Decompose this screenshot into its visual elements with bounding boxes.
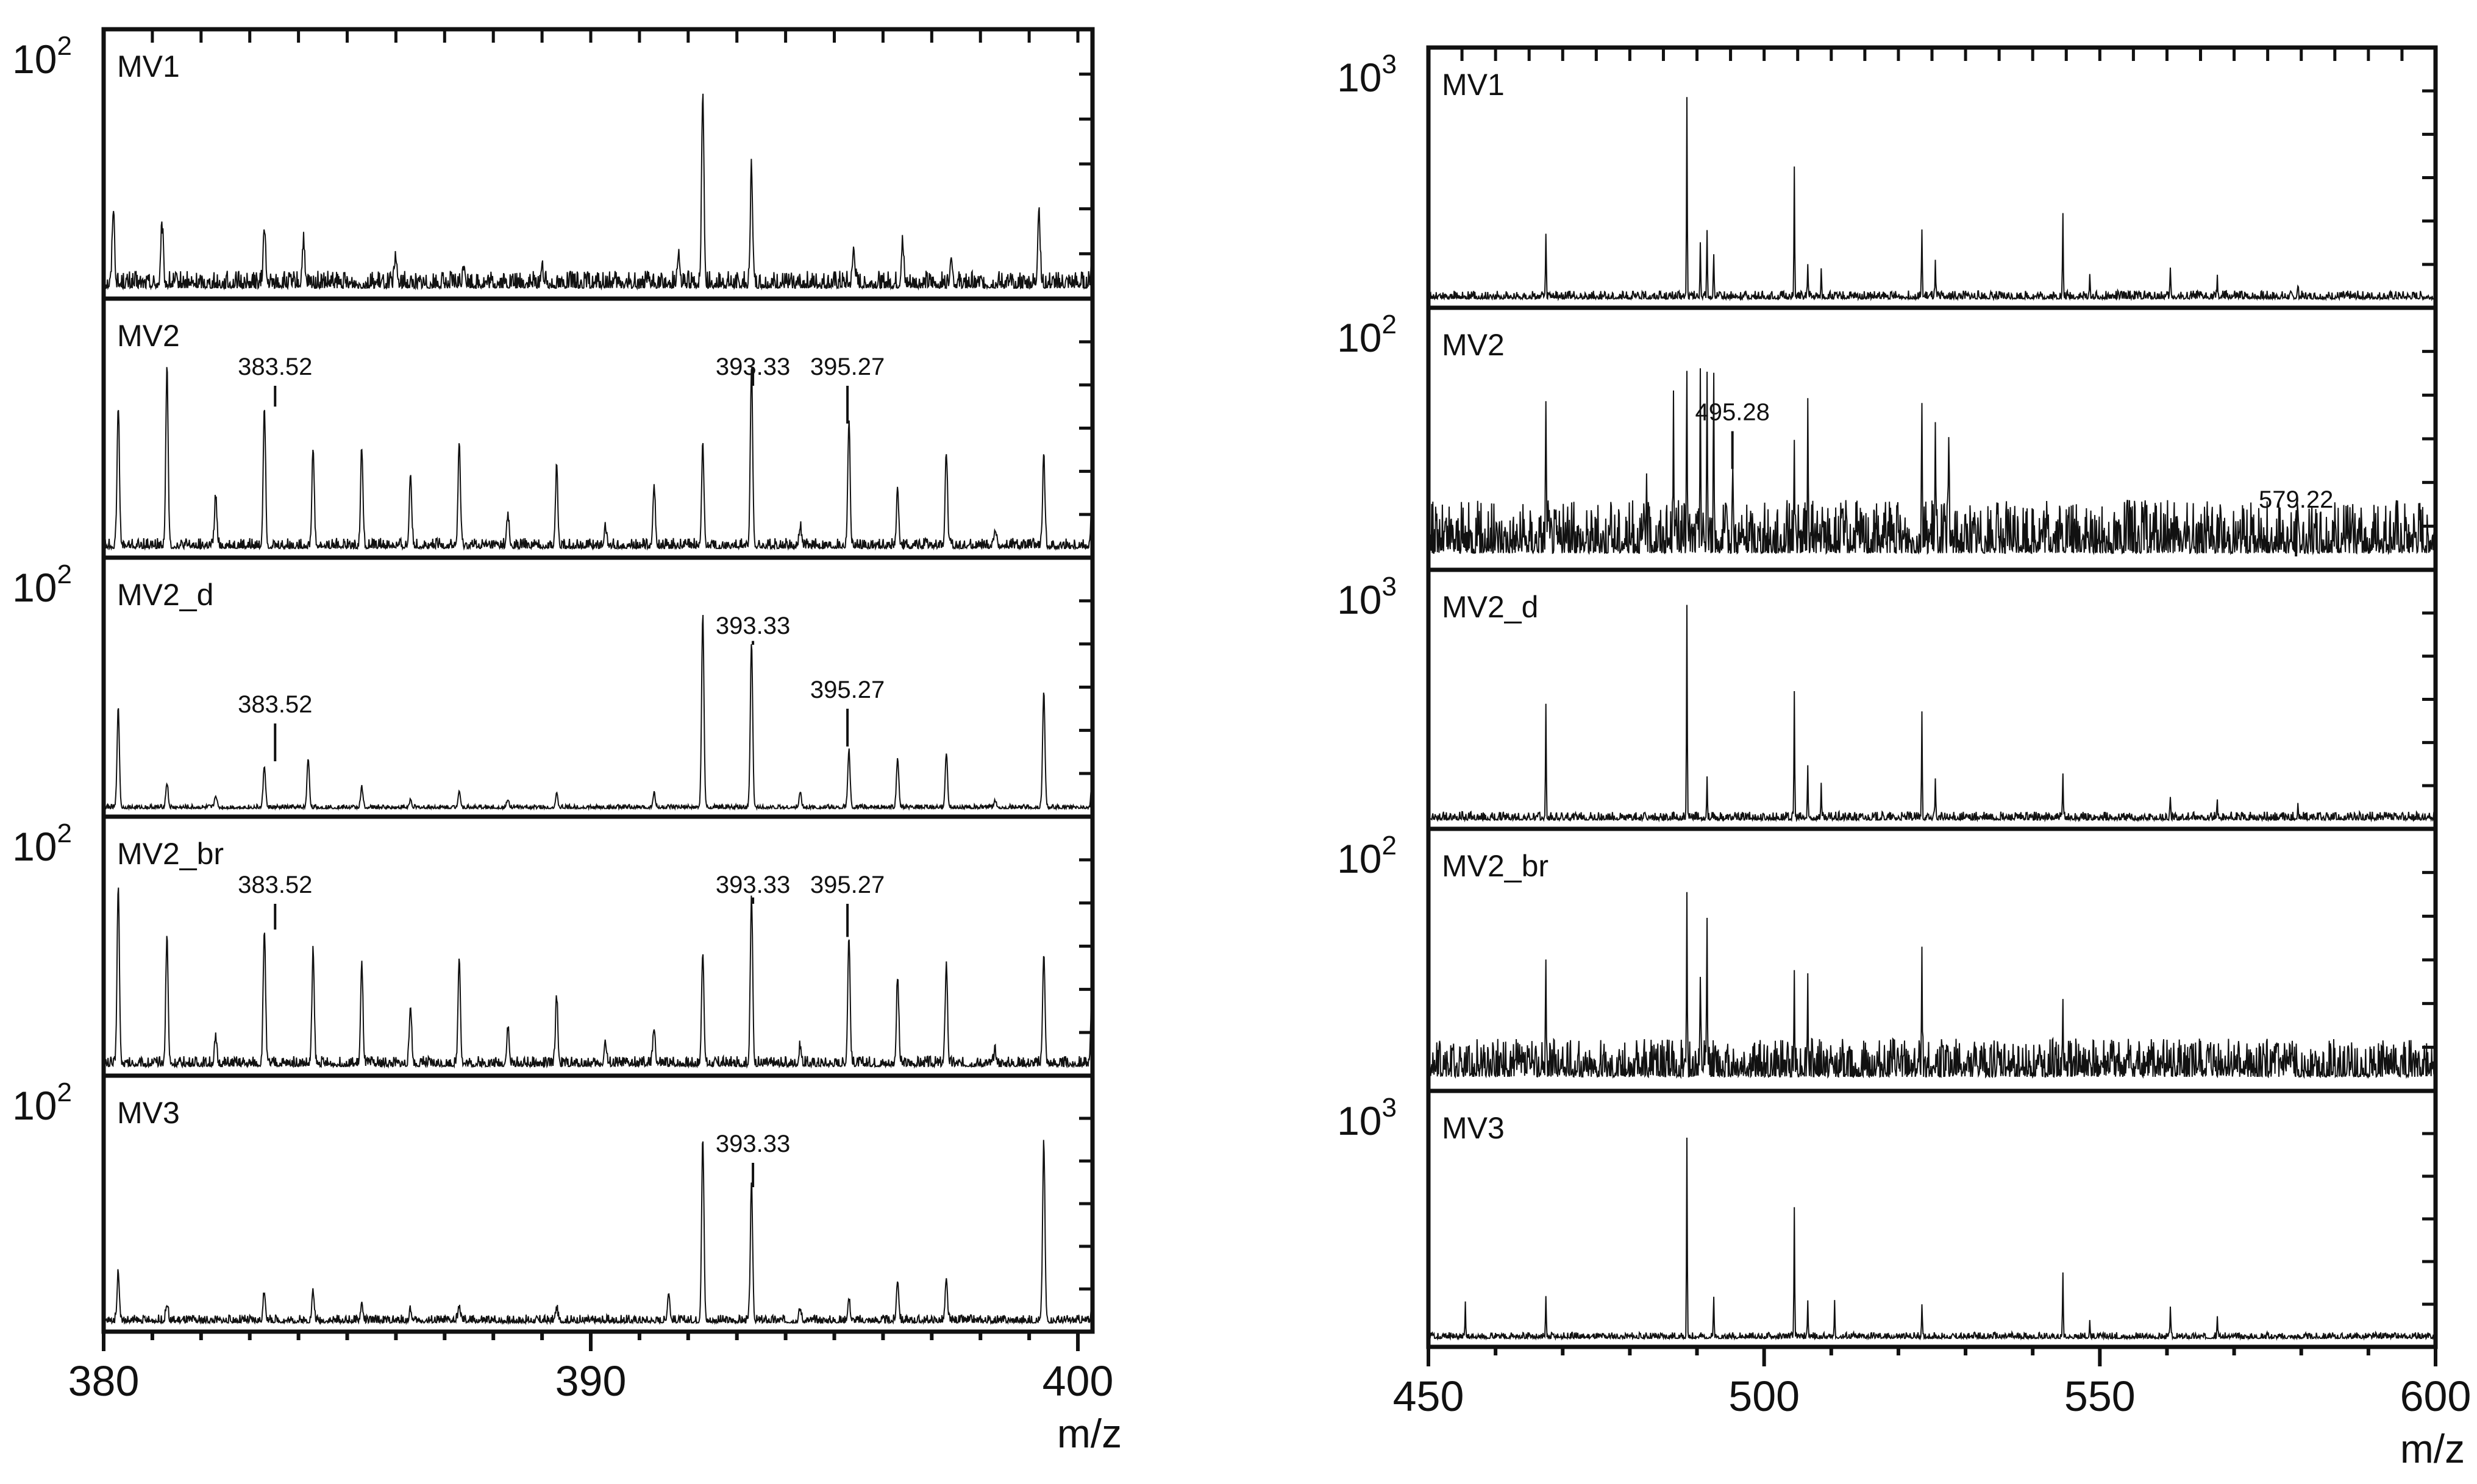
x-axis: 450 500 550 600 m/z — [1393, 1347, 2472, 1471]
x-axis-label: m/z — [2400, 1426, 2465, 1471]
left-spectra-column: MV1 102 MV2 383.52 393.33 395.27 MV2_d 102 383.5… — [12, 27, 1122, 1456]
spectrum-panel-mv2-d: MV2_d 103 — [1337, 567, 2438, 831]
panel-ticks — [2422, 350, 2436, 528]
panel-ticks — [1427, 48, 2437, 266]
panel-ticks — [2422, 1132, 2436, 1306]
peak-annotation-mv2-d: 383.52 — [238, 691, 312, 718]
tick-marks — [1427, 48, 2437, 266]
peak-annotation-mv3: 393.33 — [716, 1131, 790, 1157]
peak-annotation-mv2-br: 383.52 — [238, 872, 312, 898]
y-max-label-mv2-d: 103 — [1337, 572, 1397, 622]
panel-label-mv1: MV1 — [117, 49, 180, 83]
panel-ticks — [1079, 1117, 1092, 1291]
spectrum-line-mv2-br — [1428, 892, 2436, 1079]
tick-marks — [1079, 599, 1092, 775]
y-max-label-mv2-d: 102 — [12, 559, 72, 610]
y-max-label-mv1: 102 — [12, 31, 72, 82]
spectrum-panel-mv1: MV1 102 — [12, 27, 1095, 301]
spectrum-line-mv2-d — [1428, 605, 2436, 823]
panel-label-mv2: MV2 — [117, 319, 180, 353]
x-tick-label: 400 — [1042, 1357, 1114, 1405]
tick-marks — [1079, 1117, 1092, 1291]
x-axis-label: m/z — [1057, 1411, 1122, 1456]
tick-marks — [102, 29, 1092, 255]
panel-frame — [101, 1073, 1095, 1334]
x-axis: 380 390 400 m/z — [68, 1332, 1122, 1456]
panel-frame — [1426, 45, 2438, 310]
spectrum-line-mv2-br — [103, 887, 1093, 1069]
spectrum-line-mv3 — [1428, 1137, 2436, 1341]
x-axis-ticks — [1427, 1347, 2437, 1366]
peak-annotation-mv2: 579.22 — [2259, 486, 2333, 513]
peak-annotation-mv2-br: 393.33 — [716, 872, 790, 898]
x-tick-label: 600 — [2400, 1372, 2472, 1420]
panel-label-mv2-d: MV2_d — [1442, 590, 1538, 624]
peak-annotation-mv2: 495.28 — [1695, 399, 1770, 426]
tick-marks — [2422, 350, 2436, 528]
panel-ticks — [1079, 599, 1092, 775]
panel-label-mv2: MV2 — [1442, 328, 1505, 362]
panel-label-mv2-br: MV2_br — [1442, 849, 1549, 883]
right-spectra-column: MV1 103 MV2 102 495.28 579.22 MV2_d 103 MV2_br 10… — [1337, 45, 2472, 1471]
spectrum-panel-mv2: MV2 102 495.28 579.22 — [1337, 305, 2438, 572]
y-max-label-mv3: 103 — [1337, 1093, 1397, 1143]
tick-marks — [1079, 340, 1092, 516]
panel-frame — [101, 555, 1095, 819]
spectrum-panel-mv2-br: MV2_br 102 383.52 393.33 395.27 — [12, 814, 1095, 1078]
spectrum-panel-mv2-br: MV2_br 102 — [1337, 826, 2438, 1093]
panel-ticks — [102, 29, 1092, 255]
tick-marks — [2422, 871, 2436, 1049]
panel-label-mv2-d: MV2_d — [117, 578, 213, 612]
peak-annotation-mv2: 395.27 — [810, 353, 885, 380]
spectrum-line-mv2 — [1428, 368, 2436, 556]
y-max-label-mv2-br: 102 — [1337, 831, 1397, 881]
y-max-label-mv1: 103 — [1337, 49, 1397, 100]
y-max-label-mv2-br: 102 — [12, 818, 72, 869]
y-max-label-mv3: 102 — [12, 1077, 72, 1128]
x-tick-label: 450 — [1393, 1372, 1464, 1420]
peak-annotation-mv2-d: 395.27 — [810, 676, 885, 703]
spectrum-line-mv1 — [103, 93, 1093, 291]
spectrum-line-mv2-d — [103, 614, 1093, 811]
tick-marks — [1079, 858, 1092, 1034]
x-tick-label: 390 — [555, 1357, 627, 1405]
panel-frame — [101, 27, 1095, 301]
spectrum-panel-mv3: MV3 103 — [1337, 1088, 2438, 1349]
spectrum-line-mv1 — [1428, 97, 2436, 302]
panel-label-mv3: MV3 — [1442, 1111, 1505, 1145]
panel-frame — [1426, 1088, 2438, 1349]
tick-marks — [2422, 1132, 2436, 1306]
spectrum-line-mv3 — [103, 1140, 1093, 1326]
panel-ticks — [2422, 611, 2436, 787]
spectrum-panel-mv1: MV1 103 — [1337, 45, 2438, 310]
x-tick-label: 500 — [1728, 1372, 1800, 1420]
panel-ticks — [1079, 340, 1092, 516]
peak-annotation-mv2: 383.52 — [238, 353, 312, 380]
y-max-label-mv2: 102 — [1337, 310, 1397, 360]
panel-ticks — [2422, 871, 2436, 1049]
x-tick-label: 380 — [68, 1357, 140, 1405]
panel-frame — [1426, 567, 2438, 831]
panel-label-mv2-br: MV2_br — [117, 837, 224, 871]
peak-annotation-mv2-d: 393.33 — [716, 612, 790, 639]
peak-annotation-mv2-br: 395.27 — [810, 872, 885, 898]
x-axis-ticks — [102, 1332, 1080, 1351]
spectrum-panel-mv2-d: MV2_d 102 383.52 393.33 395.27 — [12, 555, 1095, 819]
panel-label-mv1: MV1 — [1442, 68, 1505, 102]
spectrum-panel-mv3: MV3 102 393.33 — [12, 1073, 1095, 1334]
x-tick-label: 550 — [2064, 1372, 2136, 1420]
tick-marks — [2422, 611, 2436, 787]
panel-label-mv3: MV3 — [117, 1096, 180, 1130]
spectrum-line-mv2 — [103, 367, 1093, 551]
panel-ticks — [1079, 858, 1092, 1034]
